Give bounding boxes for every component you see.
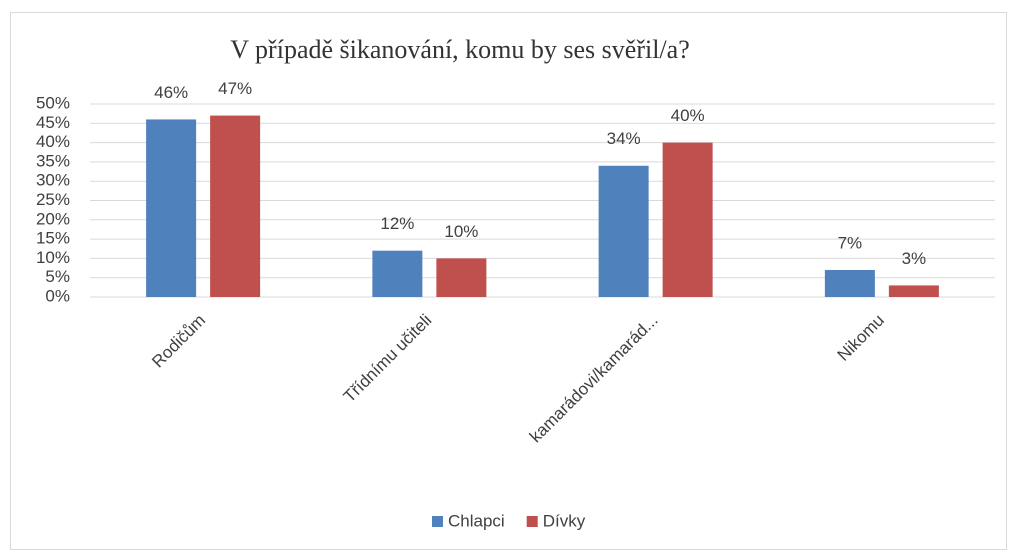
- data-label: 40%: [671, 106, 705, 125]
- chart-title: V případě šikanování, komu by ses svěřil…: [230, 35, 689, 64]
- legend-swatch: [432, 516, 443, 527]
- bar: [210, 115, 261, 297]
- bar: [372, 250, 423, 297]
- y-tick-label: 50%: [36, 93, 70, 112]
- y-tick-label: 5%: [45, 267, 70, 286]
- data-label: 7%: [838, 233, 863, 252]
- y-tick-label: 30%: [36, 171, 70, 190]
- bar: [436, 258, 487, 297]
- data-label: 12%: [380, 214, 414, 233]
- bar: [662, 142, 713, 297]
- y-tick-label: 45%: [36, 113, 70, 132]
- legend-label: Dívky: [543, 511, 586, 530]
- y-tick-label: 20%: [36, 209, 70, 228]
- y-tick-label: 0%: [45, 286, 70, 305]
- bar: [598, 165, 649, 297]
- y-tick-label: 15%: [36, 229, 70, 248]
- y-tick-label: 10%: [36, 248, 70, 267]
- y-tick-label: 35%: [36, 151, 70, 170]
- data-label: 46%: [154, 83, 188, 102]
- data-label: 47%: [218, 79, 252, 98]
- bar: [824, 269, 875, 297]
- data-label: 10%: [444, 222, 478, 241]
- data-label: 34%: [607, 129, 641, 148]
- legend-swatch: [526, 516, 538, 527]
- legend-label: Chlapci: [448, 511, 505, 530]
- data-label: 3%: [902, 249, 927, 268]
- bar: [888, 285, 939, 297]
- bar: [146, 119, 197, 297]
- y-tick-label: 40%: [36, 132, 70, 151]
- y-tick-label: 25%: [36, 190, 70, 209]
